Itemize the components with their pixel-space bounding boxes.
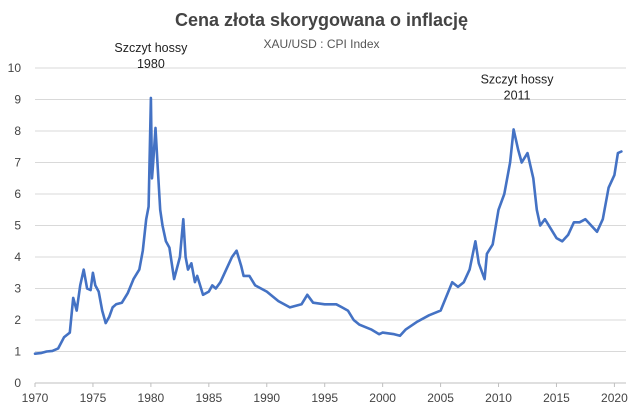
x-tick-label: 2010 — [485, 391, 512, 405]
y-tick-label: 5 — [14, 219, 21, 233]
annotations: Szczyt hossy 1980 Szczyt hossy 2011 — [114, 41, 554, 103]
chart-title: Cena złota skorygowana o inflację — [174, 10, 469, 30]
x-tick-label: 1995 — [311, 391, 338, 405]
x-tick-label: 2015 — [543, 391, 570, 405]
y-tick-label: 6 — [14, 187, 21, 201]
y-tick-label: 0 — [14, 376, 21, 390]
chart-subtitle: XAU/USD : CPI Index — [263, 37, 380, 51]
x-tick-label: 1980 — [138, 391, 165, 405]
y-tick-label: 3 — [14, 282, 21, 296]
series-group — [33, 96, 623, 356]
y-tick-label: 2 — [14, 313, 21, 327]
gridlines — [35, 67, 626, 352]
y-tick-label: 7 — [14, 156, 21, 170]
series-line-0 — [33, 96, 623, 356]
y-tick-label: 9 — [14, 93, 21, 107]
x-tick-label: 1985 — [195, 391, 222, 405]
y-tick-label: 1 — [14, 345, 21, 359]
x-tick-label: 1990 — [253, 391, 280, 405]
y-tick-label: 4 — [14, 250, 21, 264]
annotation-text: 2011 — [504, 88, 531, 102]
x-tick-label: 1975 — [80, 391, 107, 405]
axes: 0 1 2 3 4 5 6 7 8 9 10 1970 1975 1980 1985 1990 1995 2000… — [8, 61, 628, 405]
y-tick-label: 10 — [8, 61, 22, 75]
x-tick-label: 2005 — [427, 391, 454, 405]
annotation-text: Szczyt hossy — [481, 72, 555, 86]
annotation-text: 1980 — [137, 57, 165, 71]
annotation-text: Szczyt hossy — [114, 41, 188, 55]
x-tick-label: 2020 — [601, 391, 628, 405]
x-tick-label: 2000 — [369, 391, 396, 405]
y-tick-label: 8 — [14, 124, 21, 138]
x-tick-label: 1970 — [22, 391, 49, 405]
